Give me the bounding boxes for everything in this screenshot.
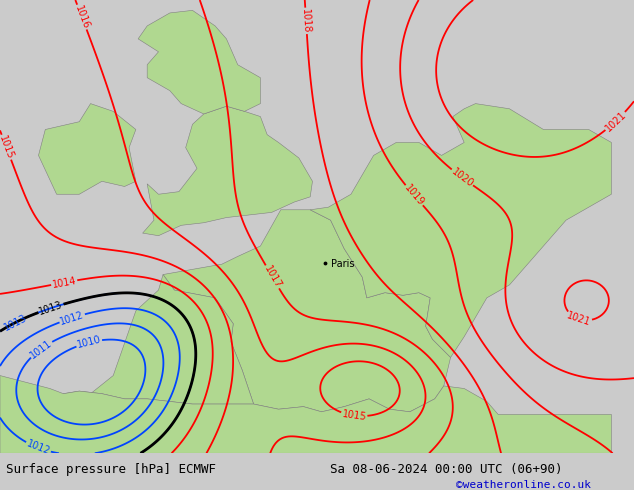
Text: 1012: 1012 xyxy=(59,310,86,326)
Text: 1020: 1020 xyxy=(450,166,475,189)
Text: 1010: 1010 xyxy=(76,335,102,350)
Text: 1015: 1015 xyxy=(341,409,367,422)
Text: 1013: 1013 xyxy=(3,313,29,332)
Text: Paris: Paris xyxy=(330,259,354,269)
Text: 1013: 1013 xyxy=(37,299,64,317)
Text: 1021: 1021 xyxy=(603,109,628,133)
Text: 1017: 1017 xyxy=(262,264,283,290)
Text: 1012: 1012 xyxy=(25,439,51,457)
Text: 1015: 1015 xyxy=(0,134,15,161)
Text: 1018: 1018 xyxy=(301,8,312,33)
Text: 1019: 1019 xyxy=(403,183,426,208)
Text: ©weatheronline.co.uk: ©weatheronline.co.uk xyxy=(456,480,592,490)
Text: 1016: 1016 xyxy=(73,4,91,30)
Text: Sa 08-06-2024 00:00 UTC (06+90): Sa 08-06-2024 00:00 UTC (06+90) xyxy=(330,463,562,476)
Text: Surface pressure [hPa] ECMWF: Surface pressure [hPa] ECMWF xyxy=(6,463,216,476)
Text: 1021: 1021 xyxy=(566,311,592,328)
Text: 1014: 1014 xyxy=(51,275,77,290)
Text: 1011: 1011 xyxy=(28,338,54,360)
